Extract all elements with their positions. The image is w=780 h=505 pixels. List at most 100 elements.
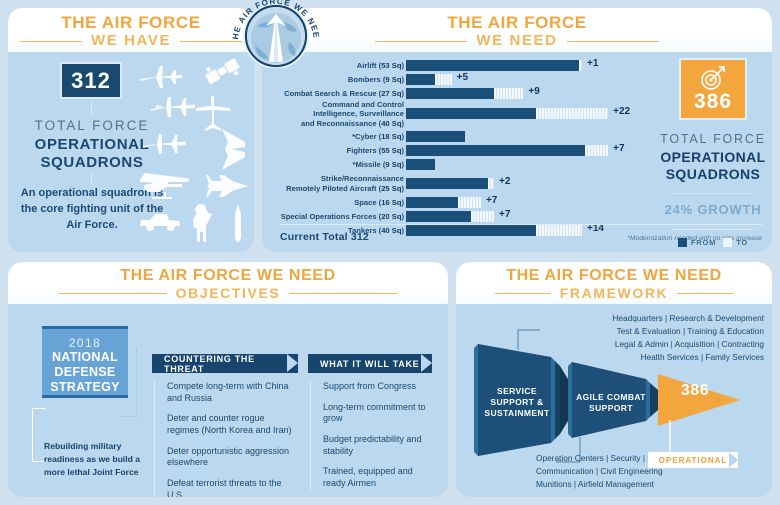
growth-percentage: 24% GROWTH (654, 193, 772, 217)
target-squadrons-box: 386 (679, 58, 747, 120)
panel-need-body: Airlift (53 Sq) +1 Bombers (9 Sq) +5 Combat … (262, 52, 772, 252)
divider-have-2 (91, 172, 92, 184)
chart-row-bars: +7 (406, 195, 521, 208)
cargo-aircraft-icon (151, 97, 195, 117)
divider-have-1 (91, 101, 92, 115)
legend-item-from: FROM (677, 238, 716, 248)
chart-row-bars (406, 159, 475, 170)
framework-top-line: Health Services | Family Services (640, 351, 764, 362)
squadrons-word-need: SQUADRONS (665, 165, 761, 182)
bar-segment-from (406, 145, 586, 156)
tanker-aircraft-icon (143, 134, 186, 154)
target-force-summary: 386 TOTAL FORCE OPERATIONAL SQUADRONS 24… (654, 52, 772, 252)
operational-ribbon: OPERATIONAL (648, 452, 738, 468)
connector-dotted-horizontal (120, 416, 138, 417)
aircraft-silhouette-group (136, 52, 254, 252)
chart-row-label: Bombers (9 Sq) (262, 75, 404, 85)
current-total-label: Current Total 312 (280, 231, 369, 243)
airman-icon (193, 204, 212, 242)
framework-bottom-services-list: Operation Centers | Security | Logistics… (536, 452, 764, 491)
funnel-operational-arrow (658, 374, 740, 426)
leader-line-bottom (556, 437, 581, 463)
chart-row: Space (16 Sq) +7 (262, 195, 654, 208)
funnel-seg2-rightedge (646, 379, 650, 421)
bar-segment-to (536, 225, 583, 236)
seg2-line-1: AGILE COMBAT (576, 392, 646, 402)
chart-row-label-line: Command and Control (322, 99, 404, 109)
chart-row-label-line: Fighters (55 Sq) (346, 146, 404, 156)
chart-row-label-line: Remotely Piloted Aircraft (25 Sq) (286, 184, 404, 194)
framework-top-line: Legal & Admin | Acquisition | Contractin… (614, 338, 764, 349)
funnel-seg1-rightedge (551, 357, 555, 443)
chart-row-label: Fighters (55 Sq) (262, 146, 404, 156)
panel-objectives-title-line1: THE AIR FORCE WE NEED (120, 267, 336, 284)
chart-legend: FROM TO (654, 229, 772, 248)
chart-row: Fighters (55 Sq) +7 (262, 143, 654, 156)
chart-row-label: Airlift (53 Sq) (262, 61, 404, 71)
objectives-list-item: Long-term commitment to grow (323, 401, 426, 424)
chart-row-bars: +9 (406, 86, 563, 99)
funnel-gap-wedge (560, 366, 568, 434)
chart-row-label-line: *Missile (9 Sq) (352, 160, 405, 170)
nds-line-2: DEFENSE (54, 364, 116, 379)
seg1-line-3: SUSTAINMENT (484, 408, 550, 419)
chart-row: Strike/Reconnaissance Remotely Piloted Ai… (262, 174, 654, 193)
operational-word-need: OPERATIONAL (660, 149, 766, 165)
objectives-list-item: Deter and counter rogue regimes (North K… (167, 413, 292, 436)
funnel-seg1-body (478, 344, 551, 456)
air-force-we-need-seal: THE AIR FORCE WE NEED (217, 0, 331, 69)
bar-delta-label: +7 (499, 209, 511, 220)
chart-row-label: Command and Control Intelligence, Surveil… (262, 100, 404, 129)
chart-row-bars: +22 (406, 106, 648, 119)
objectives-list: Compete long-term with China and Russia D… (154, 381, 298, 497)
total-squadrons-have-value: 312 (60, 62, 122, 99)
bar-delta-label: +9 (528, 86, 540, 97)
funnel-seg2-shadow (650, 383, 658, 417)
chart-row-label: *Cyber (18 Sq) (262, 132, 404, 142)
objectives-list-item: Trained, equipped and ready Airmen (323, 466, 413, 489)
chart-row: Command and Control Intelligence, Surveil… (262, 100, 654, 128)
panel-framework-title-line1: THE AIR FORCE WE NEED (506, 267, 722, 284)
drone-aircraft-icon (196, 96, 230, 131)
target-arrow-icon (701, 66, 725, 90)
funnel-seg1-shadow (555, 361, 560, 439)
bar-segment-to (536, 108, 609, 119)
bar-segment-to (494, 88, 524, 99)
chart-row-label-line: *Cyber (18 Sq) (352, 132, 404, 142)
nds-caption: Rebuilding military readiness as we buil… (44, 441, 141, 477)
bar-segment-from (406, 74, 436, 85)
squadron-bar-chart: Airlift (53 Sq) +1 Bombers (9 Sq) +5 Combat … (262, 52, 654, 252)
objectives-list-item: Compete long-term with China and Russia (167, 381, 289, 403)
panel-objectives-title-line2: OBJECTIVES (58, 284, 397, 301)
bar-segment-from (406, 60, 579, 71)
legend-item-to: TO (723, 238, 748, 248)
chart-row-bars: +7 (406, 209, 534, 222)
bar-segment-from (406, 197, 459, 208)
objectives-column-heading: COUNTERING THE THREAT (152, 354, 298, 374)
panel-framework: THE AIR FORCE WE NEED FRAMEWORK (456, 262, 772, 497)
chart-row: Special Operations Forces (20 Sq) +7 (262, 209, 654, 222)
panel-framework-title-line2: FRAMEWORK (495, 284, 733, 301)
stealth-bomber-icon (222, 129, 245, 170)
leader-line-top (517, 329, 540, 350)
panel-framework-header: THE AIR FORCE WE NEED FRAMEWORK (456, 262, 772, 304)
chart-row-label: Special Operations Forces (20 Sq) (262, 212, 404, 222)
panel-have-body: 312 TOTAL FORCE OPERATIONAL SQUADRONS An… (8, 52, 254, 252)
legend-swatch-to (723, 238, 733, 248)
objectives-list-item: Deter opportunistic aggression elsewhere (167, 445, 290, 468)
bar-delta-label: +1 (587, 58, 599, 69)
chart-row-label-line: Intelligence, Surveillance (313, 109, 404, 119)
nds-year: 2018 (68, 336, 102, 350)
ground-vehicle-icon (140, 214, 180, 231)
total-force-label-need: TOTAL FORCE (660, 132, 766, 146)
squadrons-word-have: SQUADRONS (40, 153, 144, 171)
bar-segment-from (406, 108, 537, 119)
framework-target-value: 386 (680, 382, 710, 399)
satellite-icon (205, 58, 240, 84)
bar-segment-from (406, 178, 488, 189)
chart-row-label-line: Space (16 Sq) (354, 198, 404, 208)
operational-squadron-definition: An operational squadron is the core figh… (20, 187, 164, 231)
panel-have-title-line1: THE AIR FORCE (61, 13, 201, 32)
chart-row-bars (406, 131, 505, 142)
framework-bottom-line: Munitions | Airfield Management (536, 478, 654, 489)
